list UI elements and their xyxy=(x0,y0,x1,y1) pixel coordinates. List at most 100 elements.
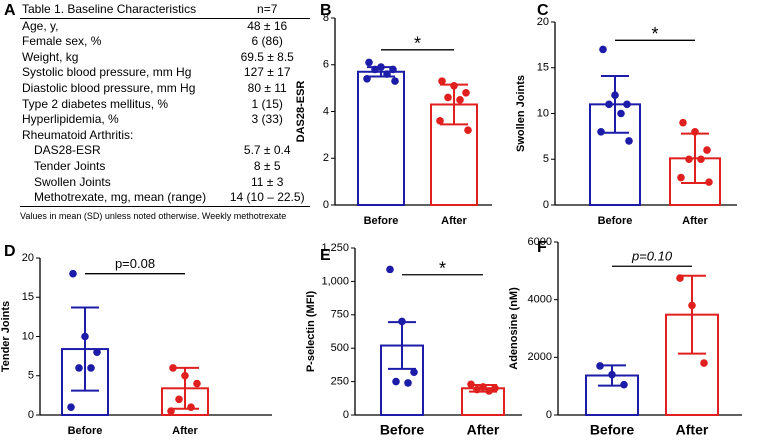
y-tick-label: 20 xyxy=(537,16,549,28)
x-tick-label: Before xyxy=(68,425,103,437)
y-axis-label: DAS28-ESR xyxy=(295,81,307,143)
data-point xyxy=(464,126,472,134)
cell-value: 1 (15) xyxy=(251,96,283,111)
y-tick-label: 0 xyxy=(546,409,552,421)
y-tick-label: 15 xyxy=(22,291,34,303)
data-point xyxy=(676,274,684,282)
data-point xyxy=(93,348,101,357)
table-row: Rheumatoid Arthritis: xyxy=(20,128,310,144)
data-point xyxy=(620,380,628,389)
y-tick-label: 5 xyxy=(28,370,34,382)
y-tick-label: 20 xyxy=(22,252,34,264)
table-row: Weight, kg 69.5 ± 8.5 xyxy=(20,50,310,66)
table-row: Female sex, % 6 (86) xyxy=(20,34,310,50)
y-tick-label: 6000 xyxy=(528,236,552,248)
data-point xyxy=(436,117,444,125)
data-point xyxy=(623,100,631,109)
data-point xyxy=(473,385,481,394)
data-point xyxy=(467,380,475,389)
cell-label: Age, y, xyxy=(22,18,59,33)
annotation: * xyxy=(439,258,446,278)
cell-value: 14 (10 – 22.5) xyxy=(224,190,310,207)
panel-label: E xyxy=(320,247,331,264)
data-point xyxy=(450,81,458,90)
cell-label: Weight, kg xyxy=(22,49,79,64)
bar xyxy=(357,70,405,206)
data-point xyxy=(703,146,711,154)
panel-label: F xyxy=(537,239,547,256)
data-point xyxy=(444,93,452,102)
data-point xyxy=(485,387,493,395)
data-point xyxy=(175,395,183,404)
table-row: DAS28-ESR 5.7 ± 0.4 xyxy=(20,143,310,159)
data-point xyxy=(456,96,464,104)
y-axis-label: P-selectin (MFI) xyxy=(305,291,317,373)
cell-value: 5.7 ± 0.4 xyxy=(243,143,291,158)
panel-label: B xyxy=(320,2,332,19)
y-tick-label: 5 xyxy=(543,153,549,165)
data-point xyxy=(677,173,685,182)
y-tick-label: 4 xyxy=(323,105,329,117)
cell-value: 69.5 ± 8.5 xyxy=(240,49,294,64)
x-tick-label: Before xyxy=(598,215,633,227)
bar xyxy=(461,387,505,416)
annotation: * xyxy=(651,24,658,44)
y-tick-label: 6 xyxy=(323,59,329,71)
data-point xyxy=(169,364,177,372)
y-tick-label: 8 xyxy=(323,12,329,24)
data-point xyxy=(193,379,201,388)
data-point xyxy=(597,128,605,136)
x-tick-label: After xyxy=(172,425,198,437)
data-point xyxy=(705,178,713,186)
y-tick-label: 2 xyxy=(323,152,329,164)
baseline-table: Table 1. Baseline Characteristics n=7 Age,… xyxy=(20,2,310,207)
y-tick-label: 250 xyxy=(331,376,349,388)
data-point xyxy=(67,403,75,411)
cell-value: 127 ± 17 xyxy=(243,65,291,80)
data-point xyxy=(404,379,412,387)
data-point xyxy=(386,265,394,274)
cell-label: DAS28-ESR xyxy=(34,143,101,158)
y-tick-label: 4000 xyxy=(528,294,552,306)
panel-label: D xyxy=(4,243,16,260)
data-point xyxy=(167,407,175,415)
table-n: n=7 xyxy=(224,2,310,19)
y-tick-label: 500 xyxy=(331,342,349,354)
y-axis-label: Swollen Joints xyxy=(515,75,527,152)
data-point xyxy=(462,89,470,97)
data-point xyxy=(605,100,613,109)
cell-value: 6 (86) xyxy=(251,34,283,49)
footnote: Values in mean (SD) unless noted otherwi… xyxy=(20,210,287,221)
data-point xyxy=(685,155,693,164)
y-axis-label: Tender Joints xyxy=(0,301,12,372)
data-point xyxy=(391,77,399,85)
cell-label: Rheumatoid Arthritis: xyxy=(22,127,134,142)
data-point xyxy=(700,359,708,367)
table-row: Age, y, 48 ± 16 xyxy=(20,18,310,34)
data-point xyxy=(377,63,385,71)
data-point xyxy=(392,377,400,386)
annotation: * xyxy=(414,34,421,54)
y-tick-label: 1,000 xyxy=(321,275,349,287)
x-tick-label: Before xyxy=(380,422,425,438)
x-tick-label: Before xyxy=(364,215,399,227)
y-tick-label: 15 xyxy=(537,62,549,74)
data-point xyxy=(679,118,687,127)
panel-label: C xyxy=(537,2,549,19)
data-point xyxy=(365,58,373,67)
y-tick-label: 10 xyxy=(22,330,34,342)
data-point xyxy=(187,403,195,411)
cell-label: Female sex, % xyxy=(22,34,102,49)
error-bar xyxy=(71,306,99,392)
y-tick-label: 750 xyxy=(331,309,349,321)
y-tick-label: 0 xyxy=(543,199,549,211)
data-point xyxy=(479,383,487,391)
y-tick-label: 0 xyxy=(323,199,329,211)
data-point xyxy=(617,109,625,118)
data-point xyxy=(438,77,446,85)
cell-value: 48 ± 16 xyxy=(247,18,288,33)
table-panel: Table 1. Baseline Characteristics n=7 Age,… xyxy=(20,2,310,222)
table-row: Systolic blood pressure, mm Hg 127 ± 17 xyxy=(20,65,310,81)
